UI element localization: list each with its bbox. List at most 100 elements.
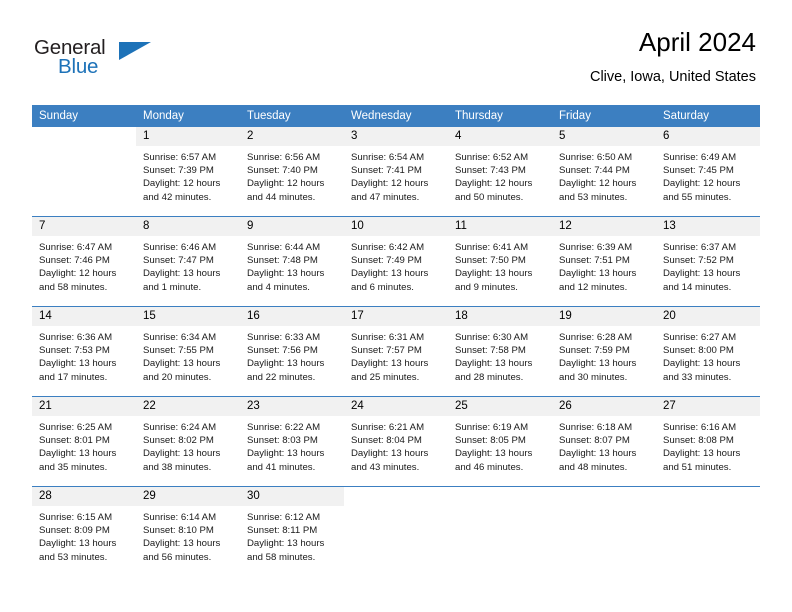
calendar-day-cell[interactable]: 30 Sunrise: 6:12 AM Sunset: 8:11 PM Dayligh…: [240, 486, 344, 576]
calendar-day-cell[interactable]: 14 Sunrise: 6:36 AM Sunset: 7:53 PM Dayligh…: [32, 306, 136, 397]
daylight-duration-line2: and 14 minutes.: [663, 281, 732, 293]
sunset-time: Sunset: 8:08 PM: [663, 435, 734, 447]
daylight-duration-line1: Daylight: 13 hours: [247, 538, 325, 550]
calendar-day-cell[interactable]: 21 Sunrise: 6:25 AM Sunset: 8:01 PM Dayligh…: [32, 396, 136, 487]
daylight-duration-line2: and 58 minutes.: [247, 551, 316, 563]
sunset-time: Sunset: 7:55 PM: [143, 345, 214, 357]
calendar-day-cell[interactable]: 26 Sunrise: 6:18 AM Sunset: 8:07 PM Dayligh…: [552, 396, 656, 487]
calendar-day-cell[interactable]: 24 Sunrise: 6:21 AM Sunset: 8:04 PM Dayligh…: [344, 396, 448, 487]
day-details: Sunrise: 6:49 AM Sunset: 7:45 PM Daylight:…: [656, 146, 760, 204]
sunset-time: Sunset: 8:03 PM: [247, 435, 318, 447]
day-number: [448, 487, 552, 506]
page-header: General Blue April 2024 Clive, Iowa, Uni…: [0, 0, 792, 100]
day-number: [32, 127, 136, 146]
calendar-day-cell[interactable]: 20 Sunrise: 6:27 AM Sunset: 8:00 PM Dayligh…: [656, 306, 760, 397]
calendar-day-cell[interactable]: 15 Sunrise: 6:34 AM Sunset: 7:55 PM Dayligh…: [136, 306, 240, 397]
day-number: 18: [448, 307, 552, 326]
sunrise-time: Sunrise: 6:54 AM: [351, 152, 425, 163]
day-details: Sunrise: 6:42 AM Sunset: 7:49 PM Daylight:…: [344, 236, 448, 294]
daylight-duration-line1: Daylight: 13 hours: [143, 538, 221, 550]
calendar-empty-cell: [344, 486, 448, 576]
calendar-day-cell[interactable]: 19 Sunrise: 6:28 AM Sunset: 7:59 PM Dayligh…: [552, 306, 656, 397]
sunrise-time: Sunrise: 6:39 AM: [559, 242, 633, 253]
weekday-header-sunday: Sunday: [32, 105, 136, 127]
calendar-empty-cell: [32, 127, 136, 217]
day-number: 7: [32, 217, 136, 236]
daylight-duration-line2: and 41 minutes.: [247, 461, 316, 473]
daylight-duration-line1: Daylight: 13 hours: [663, 448, 741, 460]
day-number: 30: [240, 487, 344, 506]
day-details: Sunrise: 6:52 AM Sunset: 7:43 PM Daylight:…: [448, 146, 552, 204]
calendar-week-row: 14 Sunrise: 6:36 AM Sunset: 7:53 PM Dayligh…: [32, 306, 760, 397]
calendar-day-cell[interactable]: 2 Sunrise: 6:56 AM Sunset: 7:40 PM Daylight…: [240, 127, 344, 217]
day-details: Sunrise: 6:56 AM Sunset: 7:40 PM Daylight:…: [240, 146, 344, 204]
calendar-day-cell[interactable]: 6 Sunrise: 6:49 AM Sunset: 7:45 PM Daylight…: [656, 127, 760, 217]
day-details: Sunrise: 6:22 AM Sunset: 8:03 PM Daylight:…: [240, 416, 344, 474]
calendar-day-cell[interactable]: 13 Sunrise: 6:37 AM Sunset: 7:52 PM Dayligh…: [656, 216, 760, 307]
calendar-day-cell[interactable]: 29 Sunrise: 6:14 AM Sunset: 8:10 PM Dayligh…: [136, 486, 240, 576]
daylight-duration-line1: Daylight: 13 hours: [247, 448, 325, 460]
sunrise-time: Sunrise: 6:16 AM: [663, 422, 737, 433]
calendar-day-cell[interactable]: 22 Sunrise: 6:24 AM Sunset: 8:02 PM Dayligh…: [136, 396, 240, 487]
day-details: Sunrise: 6:16 AM Sunset: 8:08 PM Daylight:…: [656, 416, 760, 474]
sunset-time: Sunset: 7:46 PM: [39, 255, 110, 267]
daylight-duration-line1: Daylight: 13 hours: [559, 358, 637, 370]
calendar-table: Sunday Monday Tuesday Wednesday Thursday…: [32, 105, 760, 576]
calendar-day-cell[interactable]: 25 Sunrise: 6:19 AM Sunset: 8:05 PM Dayligh…: [448, 396, 552, 487]
calendar-day-cell[interactable]: 28 Sunrise: 6:15 AM Sunset: 8:09 PM Dayligh…: [32, 486, 136, 576]
sunset-time: Sunset: 7:43 PM: [455, 165, 526, 177]
calendar-day-cell[interactable]: 9 Sunrise: 6:44 AM Sunset: 7:48 PM Daylight…: [240, 216, 344, 307]
daylight-duration-line2: and 22 minutes.: [247, 371, 316, 383]
sunset-time: Sunset: 7:41 PM: [351, 165, 422, 177]
calendar-day-cell[interactable]: 12 Sunrise: 6:39 AM Sunset: 7:51 PM Dayligh…: [552, 216, 656, 307]
day-number: 27: [656, 397, 760, 416]
daylight-duration-line1: Daylight: 13 hours: [351, 448, 429, 460]
calendar-day-cell[interactable]: 18 Sunrise: 6:30 AM Sunset: 7:58 PM Dayligh…: [448, 306, 552, 397]
day-number: 1: [136, 127, 240, 146]
day-number: 12: [552, 217, 656, 236]
calendar-day-cell[interactable]: 27 Sunrise: 6:16 AM Sunset: 8:08 PM Dayligh…: [656, 396, 760, 487]
daylight-duration-line1: Daylight: 13 hours: [247, 268, 325, 280]
sunset-time: Sunset: 7:48 PM: [247, 255, 318, 267]
sunset-time: Sunset: 8:00 PM: [663, 345, 734, 357]
sunset-time: Sunset: 7:59 PM: [559, 345, 630, 357]
day-number: [552, 487, 656, 506]
day-details: Sunrise: 6:27 AM Sunset: 8:00 PM Daylight:…: [656, 326, 760, 384]
calendar-day-cell[interactable]: 8 Sunrise: 6:46 AM Sunset: 7:47 PM Daylight…: [136, 216, 240, 307]
calendar-day-cell[interactable]: 10 Sunrise: 6:42 AM Sunset: 7:49 PM Dayligh…: [344, 216, 448, 307]
daylight-duration-line1: Daylight: 13 hours: [247, 358, 325, 370]
day-details: Sunrise: 6:33 AM Sunset: 7:56 PM Daylight:…: [240, 326, 344, 384]
day-details: Sunrise: 6:15 AM Sunset: 8:09 PM Daylight:…: [32, 506, 136, 564]
sunrise-time: Sunrise: 6:49 AM: [663, 152, 737, 163]
daylight-duration-line2: and 1 minute.: [143, 281, 202, 293]
sunrise-time: Sunrise: 6:19 AM: [455, 422, 529, 433]
calendar-day-cell[interactable]: 1 Sunrise: 6:57 AM Sunset: 7:39 PM Daylight…: [136, 127, 240, 217]
brand-logo[interactable]: General Blue: [34, 36, 174, 86]
sunset-time: Sunset: 8:05 PM: [455, 435, 526, 447]
day-number: [344, 487, 448, 506]
day-number: 10: [344, 217, 448, 236]
calendar-day-cell[interactable]: 11 Sunrise: 6:41 AM Sunset: 7:50 PM Dayligh…: [448, 216, 552, 307]
day-number: 17: [344, 307, 448, 326]
daylight-duration-line2: and 48 minutes.: [559, 461, 628, 473]
calendar-day-cell[interactable]: 3 Sunrise: 6:54 AM Sunset: 7:41 PM Daylight…: [344, 127, 448, 217]
calendar-day-cell[interactable]: 23 Sunrise: 6:22 AM Sunset: 8:03 PM Dayligh…: [240, 396, 344, 487]
calendar-day-cell[interactable]: 4 Sunrise: 6:52 AM Sunset: 7:43 PM Daylight…: [448, 127, 552, 217]
daylight-duration-line2: and 38 minutes.: [143, 461, 212, 473]
calendar-day-cell[interactable]: 16 Sunrise: 6:33 AM Sunset: 7:56 PM Dayligh…: [240, 306, 344, 397]
daylight-duration-line1: Daylight: 13 hours: [351, 358, 429, 370]
day-number: 15: [136, 307, 240, 326]
sunrise-time: Sunrise: 6:25 AM: [39, 422, 113, 433]
sunset-time: Sunset: 7:58 PM: [455, 345, 526, 357]
daylight-duration-line2: and 42 minutes.: [143, 191, 212, 203]
sunrise-time: Sunrise: 6:44 AM: [247, 242, 321, 253]
day-details: Sunrise: 6:28 AM Sunset: 7:59 PM Daylight:…: [552, 326, 656, 384]
calendar-day-cell[interactable]: 17 Sunrise: 6:31 AM Sunset: 7:57 PM Dayligh…: [344, 306, 448, 397]
calendar-day-cell[interactable]: 5 Sunrise: 6:50 AM Sunset: 7:44 PM Daylight…: [552, 127, 656, 217]
calendar-empty-cell: [552, 486, 656, 576]
calendar-day-cell[interactable]: 7 Sunrise: 6:47 AM Sunset: 7:46 PM Daylight…: [32, 216, 136, 307]
daylight-duration-line1: Daylight: 12 hours: [351, 178, 429, 190]
calendar-week-row: 28 Sunrise: 6:15 AM Sunset: 8:09 PM Dayligh…: [32, 486, 760, 576]
sunrise-time: Sunrise: 6:37 AM: [663, 242, 737, 253]
